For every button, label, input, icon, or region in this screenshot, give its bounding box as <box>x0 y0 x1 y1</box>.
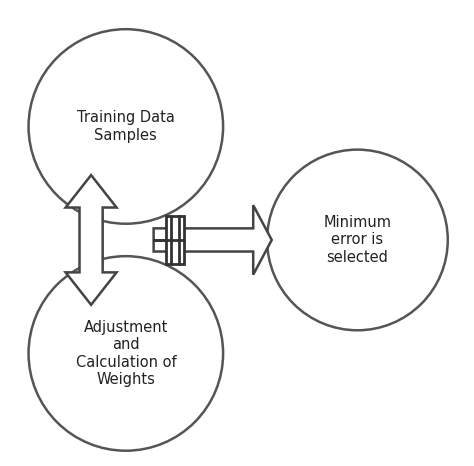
Polygon shape <box>154 205 272 274</box>
Text: Minimum
error is
selected: Minimum error is selected <box>323 215 392 265</box>
Circle shape <box>267 150 448 330</box>
Text: Adjustment
and
Calculation of
Weights: Adjustment and Calculation of Weights <box>75 320 176 387</box>
Bar <box>166 216 184 264</box>
Circle shape <box>28 256 223 451</box>
Circle shape <box>28 29 223 224</box>
Text: Training Data
Samples: Training Data Samples <box>77 110 175 143</box>
Polygon shape <box>65 175 117 305</box>
